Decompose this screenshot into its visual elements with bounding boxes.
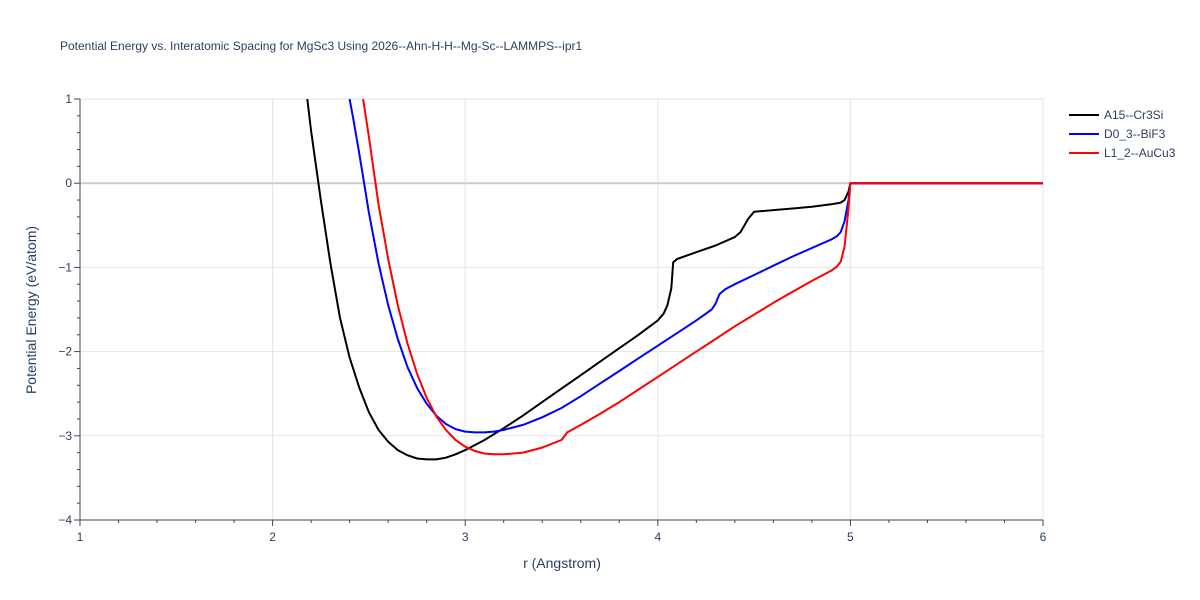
legend-item[interactable]: A15--Cr3Si — [1069, 108, 1163, 122]
x-tick-label: 1 — [77, 530, 84, 544]
x-axis-title: r (Angstrom) — [523, 555, 601, 571]
tick-labels: 1 2 3 4 5 6 1 0 −1 −2 −3 −4 — [58, 92, 1046, 544]
legend[interactable]: A15--Cr3Si D0_3--BiF3 L1_2--AuCu3 — [1069, 108, 1176, 160]
legend-label: D0_3--BiF3 — [1104, 127, 1166, 141]
y-tick-label: −1 — [58, 260, 72, 274]
legend-label: L1_2--AuCu3 — [1104, 146, 1176, 160]
y-axis-title: Potential Energy (eV/atom) — [23, 226, 39, 394]
gridlines — [80, 98, 1044, 520]
y-tick-label: 1 — [65, 92, 72, 106]
series-line-l1-2-aucu3 — [362, 99, 1043, 456]
y-tick-label: −2 — [58, 345, 72, 359]
x-tick-label: 5 — [847, 530, 854, 544]
legend-item[interactable]: D0_3--BiF3 — [1069, 127, 1166, 141]
x-tick-label: 6 — [1040, 530, 1047, 544]
x-tick-label: 2 — [269, 530, 276, 544]
series-lines — [306, 99, 1043, 461]
y-tick-label: −3 — [58, 429, 72, 443]
series-line-a15-cr3si — [306, 99, 1043, 461]
x-tick-label: 3 — [462, 530, 469, 544]
x-tick-label: 4 — [654, 530, 661, 544]
y-tick-label: 0 — [65, 176, 72, 190]
axes — [74, 98, 1044, 526]
y-tick-label: −4 — [58, 513, 72, 527]
series-line-d0-3-bif3 — [348, 99, 1043, 434]
legend-label: A15--Cr3Si — [1104, 108, 1163, 122]
chart-title: Potential Energy vs. Interatomic Spacing… — [60, 39, 583, 53]
legend-item[interactable]: L1_2--AuCu3 — [1069, 146, 1176, 160]
